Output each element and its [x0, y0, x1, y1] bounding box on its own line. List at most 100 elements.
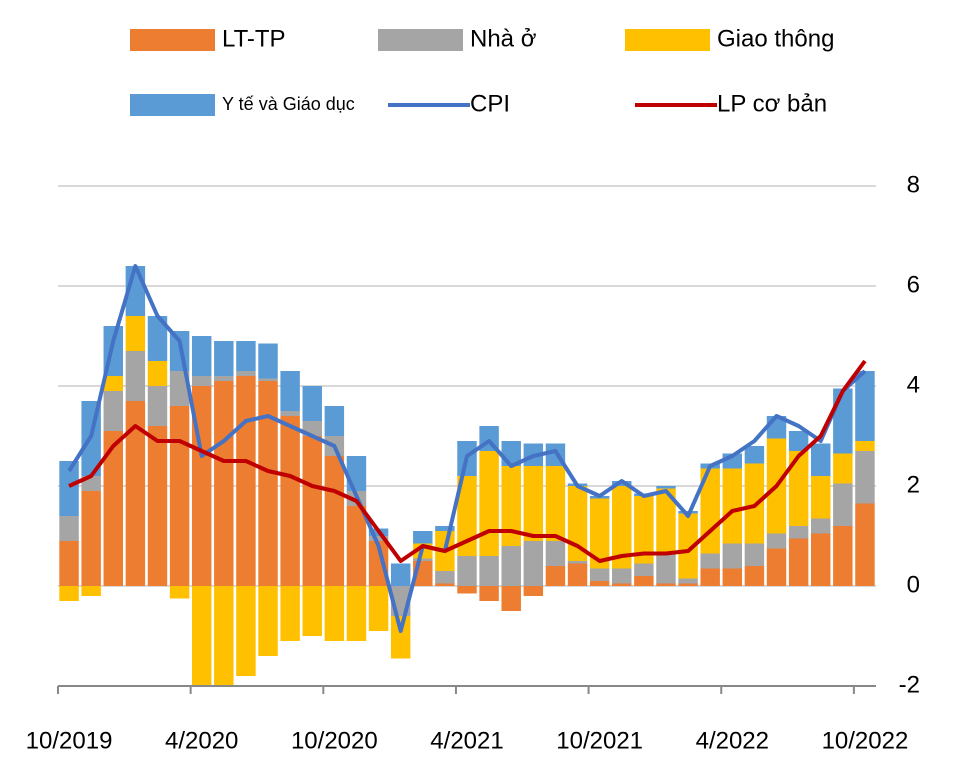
- bar: [634, 576, 654, 586]
- bar: [523, 541, 544, 586]
- bar: [280, 416, 300, 586]
- bar: [236, 376, 256, 586]
- bar: [855, 371, 875, 441]
- bar: [390, 616, 411, 659]
- x-tick-label: 4/2022: [696, 727, 769, 754]
- bar: [214, 381, 234, 586]
- bar: [656, 486, 676, 489]
- bar: [258, 343, 278, 379]
- bar: [324, 456, 345, 586]
- bar: [612, 481, 632, 486]
- bar: [103, 431, 123, 586]
- bar: [457, 556, 477, 586]
- bar: [147, 316, 168, 361]
- bar: [612, 583, 632, 586]
- bar: [545, 566, 566, 586]
- bar: [191, 336, 212, 376]
- bar: [103, 376, 123, 391]
- bar: [103, 391, 123, 431]
- bar: [236, 586, 256, 676]
- legend-label: Y tế và Giáo dục: [222, 94, 355, 114]
- bar: [435, 583, 455, 586]
- x-tick-label: 4/2021: [430, 727, 503, 754]
- bar: [81, 491, 101, 586]
- bar: [236, 341, 256, 371]
- bar: [501, 466, 521, 546]
- bar: [413, 558, 433, 561]
- bar: [258, 586, 278, 656]
- x-tick-label: 10/2020: [291, 727, 378, 754]
- bar: [280, 411, 300, 416]
- y-tick-label: -2: [899, 671, 920, 698]
- bar: [258, 381, 278, 586]
- bar: [125, 316, 146, 351]
- bar: [545, 541, 566, 566]
- bar: [346, 506, 367, 586]
- bar: [545, 466, 566, 541]
- bar: [855, 441, 875, 451]
- bar: [656, 488, 676, 554]
- bar: [302, 586, 322, 636]
- legend-swatch: [378, 29, 463, 51]
- bar: [479, 556, 499, 586]
- bar: [59, 586, 79, 601]
- bar: [324, 406, 345, 436]
- bar: [567, 563, 588, 586]
- bar: [147, 426, 168, 586]
- bar: [766, 548, 787, 586]
- y-tick-label: 6: [907, 271, 920, 298]
- bar: [744, 446, 765, 464]
- bar: [855, 451, 875, 504]
- bar: [700, 568, 720, 586]
- bar: [390, 563, 411, 586]
- bar: [833, 526, 853, 586]
- legend-swatch: [625, 29, 710, 51]
- legend-swatch: [130, 94, 215, 116]
- bar: [346, 586, 367, 641]
- bar: [811, 476, 831, 519]
- bar: [435, 526, 455, 531]
- bar: [589, 498, 610, 569]
- bar: [811, 443, 831, 476]
- legend-label: CPI: [470, 90, 510, 117]
- bar: [656, 553, 676, 584]
- bar: [678, 578, 698, 584]
- bar: [722, 568, 743, 586]
- bar: [612, 568, 632, 584]
- bar: [811, 518, 831, 534]
- x-tick-label: 10/2022: [822, 727, 909, 754]
- bar: [435, 571, 455, 584]
- bar: [855, 503, 875, 586]
- bar: [833, 453, 853, 484]
- bar: [214, 586, 234, 686]
- x-tick-label: 10/2021: [556, 727, 643, 754]
- bar: [788, 526, 809, 539]
- bar: [214, 376, 234, 381]
- bar: [523, 586, 544, 596]
- line: [68, 359, 867, 563]
- bar: [147, 386, 168, 426]
- bar: [81, 586, 101, 596]
- bar: [236, 371, 256, 376]
- bar: [479, 586, 499, 601]
- y-tick-label: 0: [907, 571, 920, 598]
- bar: [169, 406, 190, 586]
- legend-label: LP cơ bản: [717, 90, 827, 117]
- bar: [457, 586, 477, 594]
- bar: [589, 581, 610, 586]
- bar: [589, 568, 610, 581]
- bar: [612, 486, 632, 569]
- bar: [501, 586, 521, 611]
- bar: [368, 541, 389, 586]
- bar: [523, 466, 544, 541]
- bar: [788, 538, 809, 586]
- bar: [258, 378, 278, 381]
- y-tick-label: 4: [907, 371, 920, 398]
- bar: [479, 451, 499, 556]
- bar: [368, 536, 389, 541]
- bar: [59, 461, 79, 516]
- bar: [125, 401, 146, 586]
- bar: [634, 496, 654, 564]
- legend-label: LT-TP: [222, 25, 286, 52]
